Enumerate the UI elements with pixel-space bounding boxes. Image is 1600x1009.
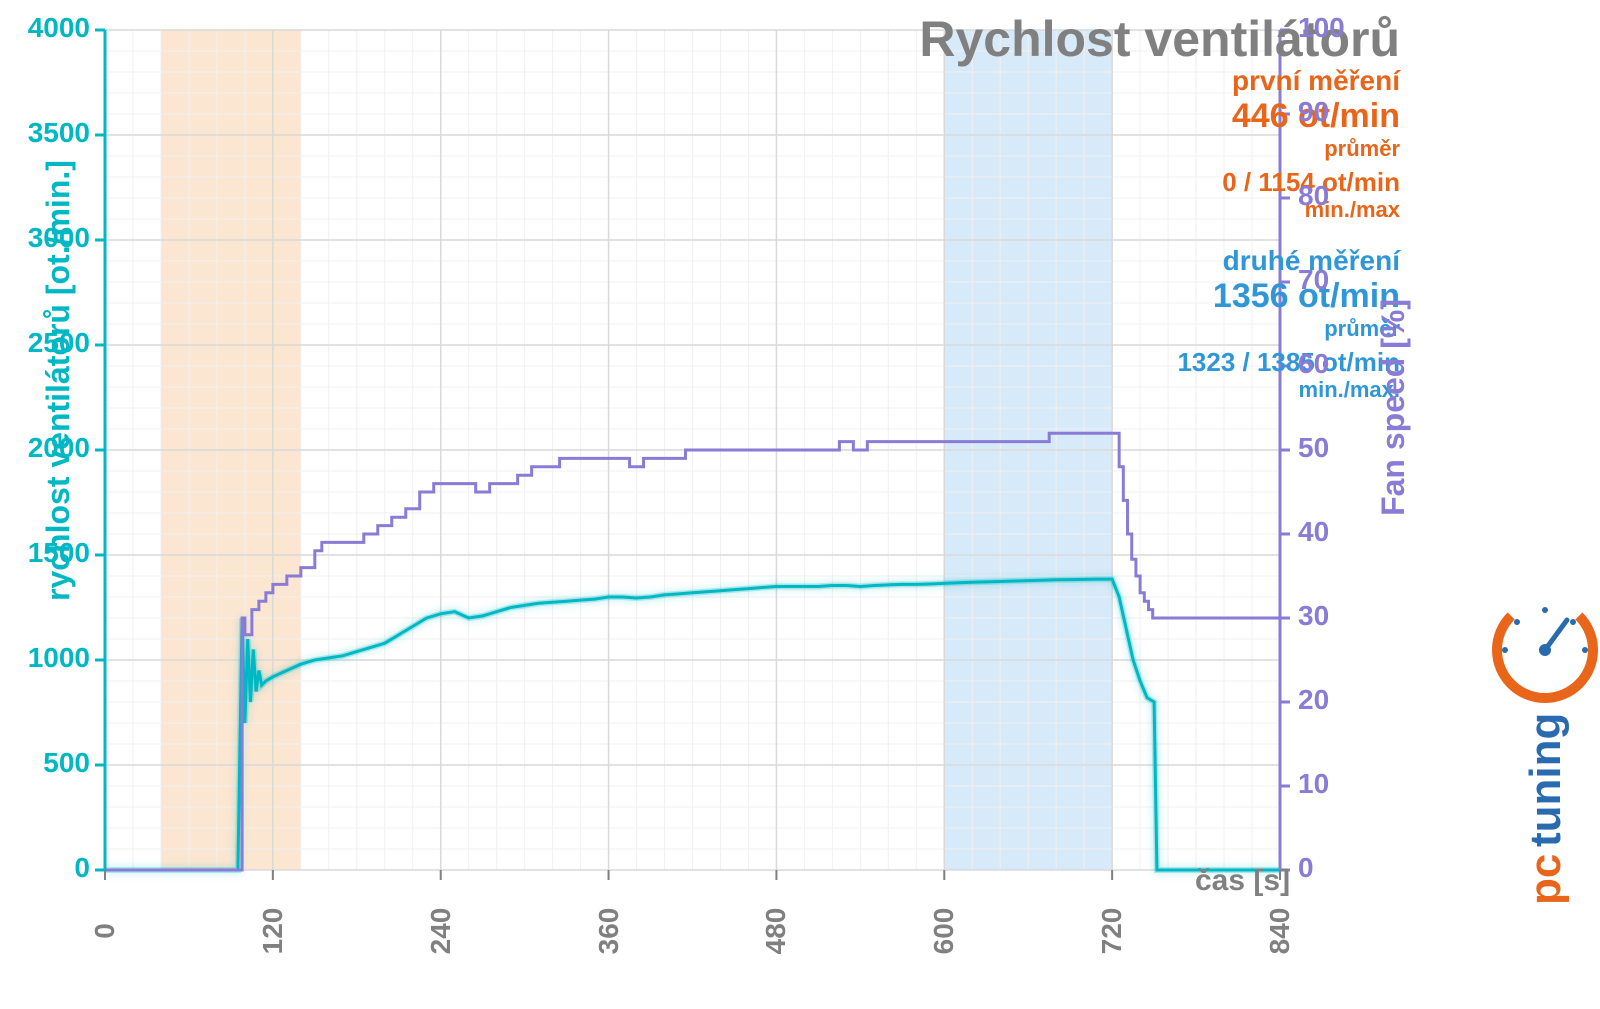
y-right-axis-label: Fan speed [%] [1375, 299, 1412, 516]
ytick-right-50: 50 [1298, 432, 1358, 464]
info-second: druhé měření 1356 ot/min průměr 1323 / 1… [1177, 245, 1400, 403]
info-second-avg-l: průměr [1177, 316, 1400, 341]
ytick-left-3500: 3500 [10, 117, 90, 149]
svg-text:tuning: tuning [1521, 713, 1570, 847]
info-first-title: první měření [1222, 65, 1400, 97]
svg-text:pc: pc [1521, 854, 1570, 905]
info-second-avg: 1356 ot/min [1177, 277, 1400, 316]
chart-container: Rychlost ventilátorů první měření 446 ot… [0, 0, 1600, 1009]
ytick-right-20: 20 [1298, 684, 1358, 716]
xtick-360: 360 [593, 908, 625, 955]
xtick-480: 480 [760, 908, 792, 955]
y-left-axis-label: rychlost ventilátorů [ot./min.] [40, 160, 77, 601]
ytick-left-4000: 4000 [10, 12, 90, 44]
pctuning-logo: pc tuning [1490, 520, 1600, 920]
ytick-left-500: 500 [10, 747, 90, 779]
ytick-right-70: 70 [1298, 264, 1358, 296]
ytick-right-90: 90 [1298, 96, 1358, 128]
xtick-720: 720 [1096, 908, 1128, 955]
info-second-range-l: min./max. [1177, 377, 1400, 402]
xtick-240: 240 [425, 908, 457, 955]
ytick-right-100: 100 [1298, 12, 1358, 44]
info-first-avg-l: průměr [1222, 136, 1400, 161]
xtick-0: 0 [89, 923, 121, 939]
ytick-right-40: 40 [1298, 516, 1358, 548]
ytick-right-0: 0 [1298, 852, 1358, 884]
ytick-left-0: 0 [10, 852, 90, 884]
xtick-840: 840 [1264, 908, 1296, 955]
x-axis-label: čas [s] [1195, 864, 1290, 898]
xtick-120: 120 [257, 908, 289, 955]
xtick-600: 600 [928, 908, 960, 955]
ytick-left-1000: 1000 [10, 642, 90, 674]
info-second-range: 1323 / 1385 ot/min [1177, 348, 1400, 378]
ytick-right-80: 80 [1298, 180, 1358, 212]
info-second-title: druhé měření [1177, 245, 1400, 277]
ytick-right-10: 10 [1298, 768, 1358, 800]
ytick-right-60: 60 [1298, 348, 1358, 380]
ytick-right-30: 30 [1298, 600, 1358, 632]
